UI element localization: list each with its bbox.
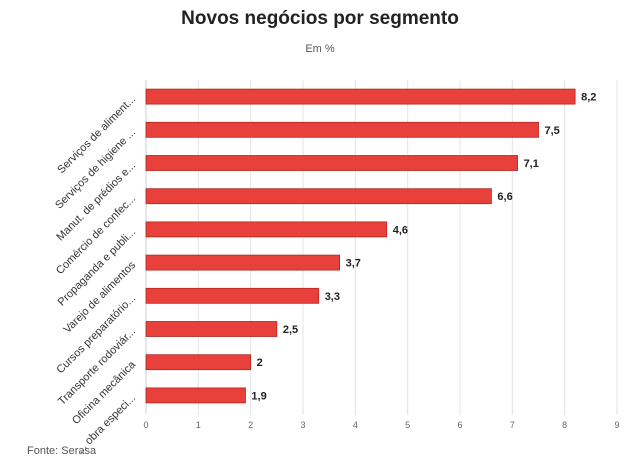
bar[interactable] [145, 387, 246, 404]
x-tick-label: 3 [300, 420, 305, 430]
data-label: 3,3 [325, 291, 340, 303]
bar[interactable] [145, 287, 320, 304]
x-tick-label: 7 [510, 420, 515, 430]
bar[interactable] [145, 254, 341, 271]
x-tick-label: 6 [457, 420, 462, 430]
data-label: 7,5 [545, 125, 560, 137]
chart-subtitle: Em % [305, 43, 335, 55]
bar[interactable] [145, 354, 252, 371]
data-label: 1,9 [251, 390, 266, 402]
data-label: 2,5 [283, 324, 298, 336]
data-label: 7,1 [524, 158, 539, 170]
bar[interactable] [145, 188, 492, 205]
bar[interactable] [145, 321, 278, 337]
chart-title: Novos negócios por segmento [181, 8, 459, 29]
x-tick-label: 4 [353, 420, 358, 430]
bar[interactable] [145, 155, 518, 171]
x-tick-label: 0 [143, 420, 148, 430]
data-label: 6,6 [497, 191, 512, 203]
x-tick-label: 8 [562, 420, 567, 430]
x-tick-label: 2 [248, 420, 253, 430]
source-note: Fonte: Serasa [27, 445, 97, 457]
x-tick-label: 1 [196, 420, 201, 430]
bar[interactable] [145, 121, 539, 138]
x-tick-label: 9 [614, 420, 619, 430]
bar[interactable] [145, 221, 388, 238]
data-label: 8,2 [581, 92, 596, 104]
data-label: 4,6 [393, 224, 408, 236]
bar[interactable] [145, 88, 576, 105]
x-tick-label: 5 [405, 420, 410, 430]
data-label: 3,7 [346, 258, 361, 270]
data-label: 2 [257, 357, 263, 369]
bars [145, 88, 576, 404]
